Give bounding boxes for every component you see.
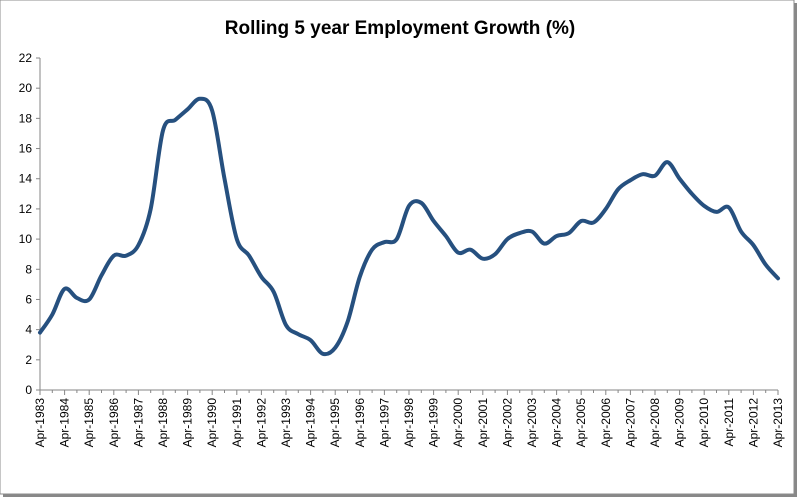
x-tick-label: Apr-2000	[451, 398, 465, 448]
y-tick-label: 14	[19, 172, 33, 186]
x-tick-label: Apr-2009	[673, 398, 687, 448]
y-tick-label: 8	[25, 262, 32, 276]
x-tick-label: Apr-1999	[427, 398, 441, 448]
x-tick-label: Apr-2006	[599, 398, 613, 448]
x-tick-label: Apr-2008	[648, 398, 662, 448]
x-tick-label: Apr-1995	[328, 398, 342, 448]
y-tick-label: 6	[25, 292, 32, 306]
x-tick-label: Apr-1993	[279, 398, 293, 448]
x-tick-label: Apr-2010	[697, 398, 711, 448]
chart-title: Rolling 5 year Employment Growth (%)	[225, 18, 576, 39]
x-tick-label: Apr-1989	[181, 398, 195, 448]
y-tick-label: 12	[19, 202, 33, 216]
x-tick-label: Apr-2002	[500, 398, 514, 448]
x-tick-label: Apr-2007	[623, 398, 637, 448]
y-tick-label: 16	[19, 142, 33, 156]
x-tick-label: Apr-2003	[525, 398, 539, 448]
x-tick-label: Apr-1991	[230, 398, 244, 448]
x-tick-label: Apr-1984	[58, 398, 72, 448]
y-tick-label: 20	[19, 81, 33, 95]
y-tick-label: 18	[19, 111, 33, 125]
x-tick-label: Apr-1992	[254, 398, 268, 448]
x-tick-label: Apr-2001	[476, 398, 490, 448]
y-tick-label: 10	[19, 232, 33, 246]
x-tick-label: Apr-2005	[574, 398, 588, 448]
x-tick-label: Apr-1983	[33, 398, 47, 448]
y-tick-label: 4	[25, 323, 32, 337]
x-tick-label: Apr-1998	[402, 398, 416, 448]
x-tick-label: Apr-1986	[107, 398, 121, 448]
x-tick-label: Apr-1990	[205, 398, 219, 448]
x-tick-label: Apr-1988	[156, 398, 170, 448]
x-tick-label: Apr-2011	[722, 398, 736, 447]
x-tick-label: Apr-1994	[304, 398, 318, 448]
y-tick-label: 2	[25, 353, 32, 367]
x-tick-label: Apr-1996	[353, 398, 367, 448]
y-tick-label: 0	[25, 383, 32, 397]
x-tick-label: Apr-1985	[82, 398, 96, 448]
x-tick-label: Apr-1997	[377, 398, 391, 448]
x-tick-label: Apr-2013	[771, 398, 785, 448]
x-tick-label: Apr-2004	[550, 398, 564, 448]
x-tick-label: Apr-1987	[131, 398, 145, 448]
data-line	[38, 96, 780, 357]
x-tick-label: Apr-2012	[746, 398, 760, 448]
y-tick-label: 22	[19, 51, 33, 65]
